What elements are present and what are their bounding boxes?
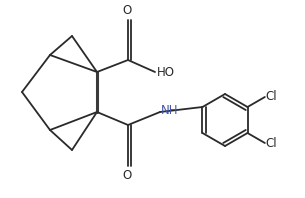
Text: O: O	[122, 169, 132, 182]
Text: NH: NH	[161, 105, 178, 117]
Text: HO: HO	[157, 66, 175, 78]
Text: Cl: Cl	[266, 136, 278, 149]
Text: Cl: Cl	[266, 90, 278, 104]
Text: O: O	[122, 4, 132, 17]
